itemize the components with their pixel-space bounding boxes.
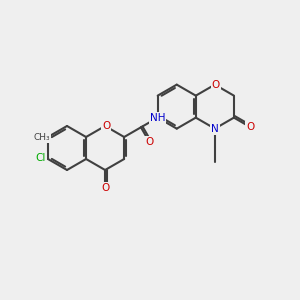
Text: O: O <box>101 183 109 193</box>
Text: Cl: Cl <box>36 153 46 163</box>
Text: N: N <box>211 124 219 134</box>
Text: NH: NH <box>150 112 165 123</box>
Text: CH₃: CH₃ <box>34 134 50 142</box>
Text: O: O <box>246 122 255 132</box>
Text: O: O <box>146 137 154 147</box>
Text: O: O <box>212 80 220 90</box>
Text: O: O <box>102 121 110 131</box>
